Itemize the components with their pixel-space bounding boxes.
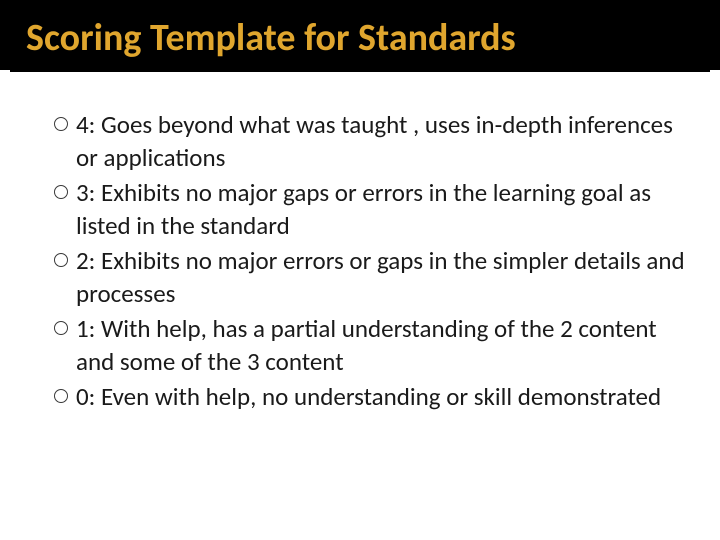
bullet-icon (54, 117, 68, 131)
list-item: 4: Goes beyond what was taught , uses in… (54, 108, 690, 174)
bullet-icon (54, 253, 68, 267)
list-item-text: 0: Even with help, no understanding or s… (76, 380, 661, 413)
title-bar: Scoring Template for Standards (0, 0, 720, 70)
bullet-icon (54, 185, 68, 199)
list-item: 0: Even with help, no understanding or s… (54, 380, 690, 413)
content-area: 4: Goes beyond what was taught , uses in… (0, 72, 720, 413)
bullet-icon (54, 389, 68, 403)
bullet-icon (54, 321, 68, 335)
list-item: 2: Exhibits no major errors or gaps in t… (54, 244, 690, 310)
list-item: 1: With help, has a partial understandin… (54, 312, 690, 378)
slide-title: Scoring Template for Standards (26, 18, 694, 60)
list-item-text: 3: Exhibits no major gaps or errors in t… (76, 176, 690, 242)
list-item-text: 1: With help, has a partial understandin… (76, 312, 690, 378)
list-item-text: 2: Exhibits no major errors or gaps in t… (76, 244, 690, 310)
list-item-text: 4: Goes beyond what was taught , uses in… (76, 108, 690, 174)
list-item: 3: Exhibits no major gaps or errors in t… (54, 176, 690, 242)
